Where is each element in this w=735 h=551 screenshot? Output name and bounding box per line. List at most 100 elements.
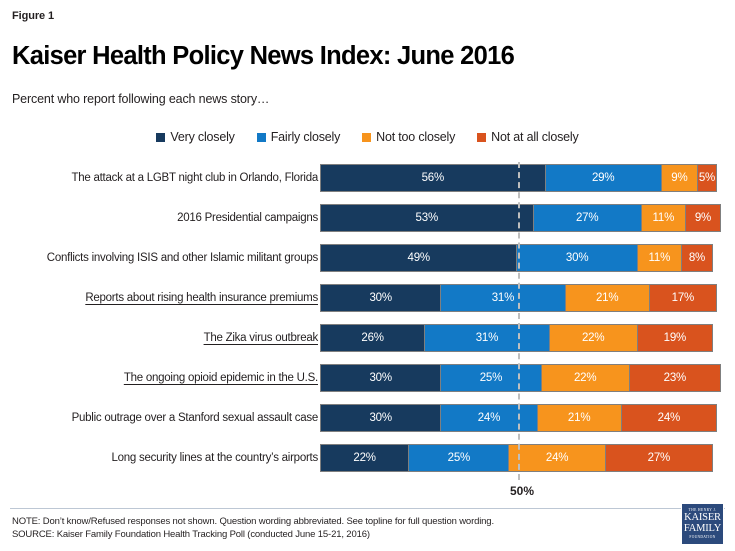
bar-segment-value: 17% — [671, 292, 695, 304]
bar-segment-value: 27% — [575, 212, 599, 224]
chart-stacked-bar: 22% 25% 24% 27% — [320, 444, 713, 472]
bar-segment-value: 31% — [475, 332, 499, 344]
bar-segment-not-at-all-closely: 19% — [636, 324, 713, 352]
bar-segment-very-closely: 26% — [320, 324, 425, 352]
chart-row-label: 2016 Presidential campaigns — [177, 212, 318, 224]
bar-segment-value: 26% — [361, 332, 384, 344]
legend-item-fairly-closely: Fairly closely — [256, 130, 340, 144]
chart-row: Conflicts involving ISIS and other Islam… — [0, 244, 735, 272]
bar-segment-value: 30% — [369, 372, 392, 384]
chart-row: The Zika virus outbreak 26% 31% 22% 19% — [0, 324, 735, 352]
bar-segment-very-closely: 22% — [320, 444, 409, 472]
bar-segment-value: 8% — [688, 252, 706, 264]
bar-segment-value: 56% — [421, 172, 445, 184]
footer-divider — [10, 508, 725, 509]
chart-stacked-bar: 30% 31% 21% 17% — [320, 284, 717, 312]
bar-segment-not-at-all-closely: 17% — [648, 284, 717, 312]
chart-row: Long security lines at the country’s air… — [0, 444, 735, 472]
bar-segment-fairly-closely: 30% — [516, 244, 637, 272]
legend-swatch-icon — [156, 132, 166, 142]
bar-segment-value: 24% — [657, 412, 681, 424]
bar-segment-value: 30% — [369, 412, 392, 424]
chart-row: The ongoing opioid epidemic in the U.S. 3… — [0, 364, 735, 392]
legend-item-label: Very closely — [170, 130, 235, 144]
bar-segment-value: 21% — [595, 292, 619, 304]
legend-swatch-icon — [362, 132, 372, 142]
bar-segment-not-too-closely: 24% — [508, 444, 605, 472]
chart-stacked-bar: 30% 24% 21% 24% — [320, 404, 717, 432]
logo-line-3: FAMILY — [683, 522, 722, 534]
bar-segment-very-closely: 30% — [320, 284, 441, 312]
legend-swatch-icon — [477, 132, 487, 142]
figure-label: Figure 1 — [12, 10, 54, 22]
reference-line-50 — [518, 162, 520, 480]
bar-segment-fairly-closely: 24% — [440, 404, 537, 432]
chart-subtitle: Percent who report following each news s… — [12, 92, 270, 106]
chart-row: Public outrage over a Stanford sexual as… — [0, 404, 735, 432]
bar-segment-not-at-all-closely: 9% — [684, 204, 721, 232]
bar-segment-not-at-all-closely: 24% — [620, 404, 717, 432]
footer-notes: NOTE: Don’t know/Refused responses not s… — [12, 515, 494, 541]
bar-segment-value: 29% — [591, 172, 615, 184]
bar-segment-value: 24% — [545, 452, 569, 464]
bar-segment-fairly-closely: 31% — [440, 284, 565, 312]
bar-segment-value: 25% — [479, 372, 503, 384]
reference-line-label: 50% — [509, 484, 535, 498]
bar-segment-fairly-closely: 27% — [532, 204, 641, 232]
bar-segment-not-too-closely: 9% — [660, 164, 697, 192]
bar-segment-value: 23% — [663, 372, 687, 384]
bar-segment-value: 9% — [694, 212, 712, 224]
bar-segment-value: 22% — [573, 372, 597, 384]
bar-segment-value: 25% — [447, 452, 471, 464]
bar-segment-not-too-closely: 21% — [536, 404, 621, 432]
chart-row: 2016 Presidential campaigns 53% 27% 11% 9% — [0, 204, 735, 232]
chart-row-label: The attack at a LGBT night club in Orlan… — [71, 172, 318, 184]
bar-segment-value: 24% — [477, 412, 501, 424]
bar-segment-very-closely: 53% — [320, 204, 533, 232]
legend-item-label: Not too closely — [376, 130, 456, 144]
chart-stacked-bar: 56% 29% 9% 5% — [320, 164, 717, 192]
bar-segment-very-closely: 49% — [320, 244, 517, 272]
kaiser-family-foundation-logo: THE HENRY J. KAISER FAMILY FOUNDATION — [681, 503, 724, 545]
legend-item-very-closely: Very closely — [156, 130, 235, 144]
chart-row-label: Long security lines at the country’s air… — [111, 452, 318, 464]
bar-segment-fairly-closely: 29% — [544, 164, 661, 192]
legend-item-not-too-closely: Not too closely — [362, 130, 455, 144]
bar-segment-very-closely: 56% — [320, 164, 545, 192]
bar-segment-value: 9% — [671, 172, 688, 184]
legend-swatch-icon — [256, 132, 266, 142]
bar-segment-value: 5% — [698, 172, 716, 184]
logo-line-4: FOUNDATION — [689, 534, 716, 539]
bar-segment-value: 21% — [567, 412, 591, 424]
page-title: Kaiser Health Policy News Index: June 20… — [12, 42, 515, 70]
footer-note-text: NOTE: Don’t know/Refused responses not s… — [12, 516, 494, 527]
bar-segment-value: 19% — [663, 332, 687, 344]
chart-row-label: Conflicts involving ISIS and other Islam… — [46, 252, 318, 264]
bar-segment-fairly-closely: 31% — [424, 324, 549, 352]
bar-segment-value: 49% — [407, 252, 431, 264]
bar-segment-not-at-all-closely: 27% — [604, 444, 713, 472]
bar-segment-fairly-closely: 25% — [408, 444, 509, 472]
bar-segment-very-closely: 30% — [320, 404, 441, 432]
bar-segment-value: 30% — [369, 292, 392, 304]
chart-stacked-bar: 49% 30% 11% 8% — [320, 244, 713, 272]
bar-segment-value: 31% — [491, 292, 515, 304]
chart-row-label: Public outrage over a Stanford sexual as… — [71, 412, 319, 424]
bar-segment-not-at-all-closely: 23% — [628, 364, 721, 392]
bar-segment-not-too-closely: 22% — [540, 364, 629, 392]
bar-segment-not-at-all-closely: 5% — [696, 164, 717, 192]
chart-stacked-bar: 30% 25% 22% 23% — [320, 364, 721, 392]
bar-segment-fairly-closely: 25% — [440, 364, 541, 392]
bar-segment-not-too-closely: 11% — [636, 244, 681, 272]
bar-segment-value: 11% — [648, 252, 671, 264]
bar-segment-value: 53% — [415, 212, 439, 224]
chart-legend: Very closely Fairly closely Not too closel… — [0, 130, 735, 144]
chart-row: Reports about rising health insurance pr… — [0, 284, 735, 312]
bar-segment-very-closely: 30% — [320, 364, 441, 392]
chart-row-label: The ongoing opioid epidemic in the U.S. — [123, 372, 318, 384]
legend-item-not-at-all-closely: Not at all closely — [477, 130, 579, 144]
chart-row-label: Reports about rising health insurance pr… — [85, 292, 318, 304]
bar-segment-not-too-closely: 22% — [548, 324, 637, 352]
bar-segment-value: 11% — [652, 212, 675, 224]
